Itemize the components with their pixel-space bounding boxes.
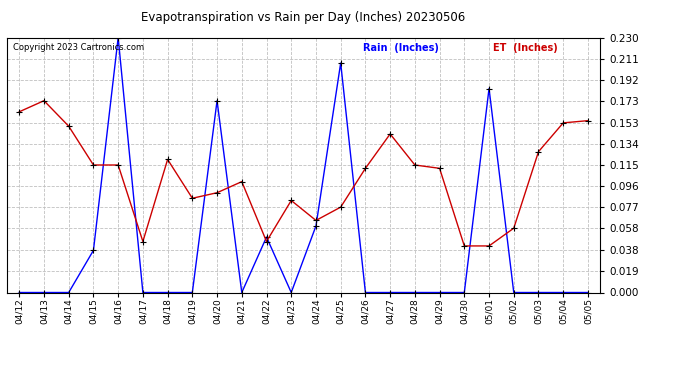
Text: Evapotranspiration vs Rain per Day (Inches) 20230506: Evapotranspiration vs Rain per Day (Inch… [141,11,466,24]
Text: ET  (Inches): ET (Inches) [493,43,558,52]
Text: Copyright 2023 Cartronics.com: Copyright 2023 Cartronics.com [13,43,144,52]
Text: Rain  (Inches): Rain (Inches) [363,43,439,52]
